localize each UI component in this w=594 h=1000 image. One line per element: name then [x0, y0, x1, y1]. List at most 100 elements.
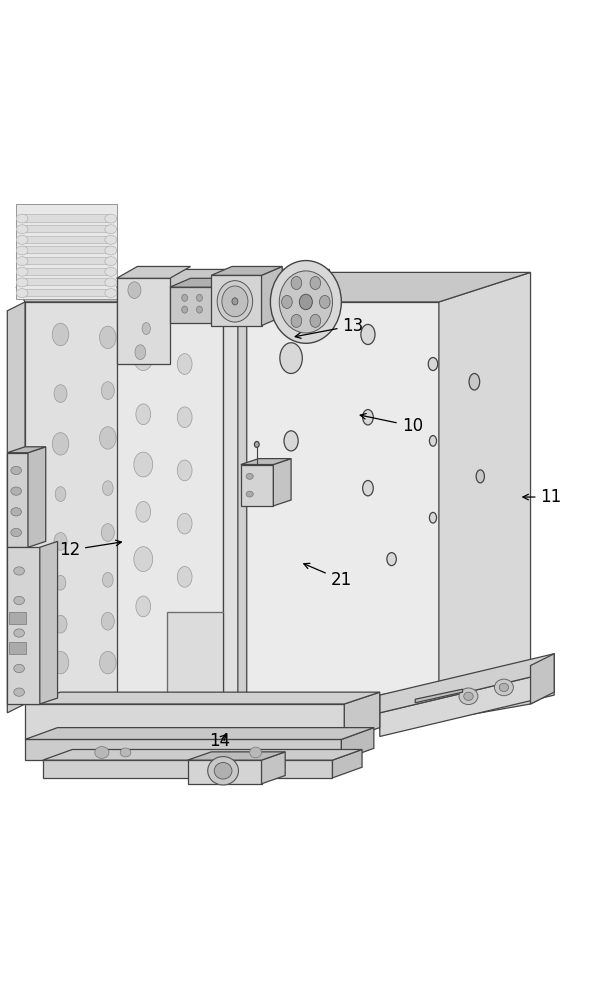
- Polygon shape: [43, 749, 362, 760]
- Ellipse shape: [429, 436, 437, 446]
- Ellipse shape: [232, 298, 238, 305]
- Polygon shape: [16, 287, 211, 302]
- Polygon shape: [9, 642, 26, 654]
- Polygon shape: [25, 704, 345, 739]
- Ellipse shape: [95, 747, 109, 758]
- Ellipse shape: [147, 493, 157, 507]
- Ellipse shape: [102, 612, 114, 630]
- Ellipse shape: [182, 306, 188, 313]
- Ellipse shape: [428, 358, 438, 371]
- Ellipse shape: [142, 323, 150, 334]
- Polygon shape: [116, 266, 191, 278]
- Polygon shape: [380, 654, 554, 713]
- Ellipse shape: [134, 547, 153, 572]
- Polygon shape: [7, 453, 28, 547]
- Ellipse shape: [105, 235, 116, 244]
- Ellipse shape: [282, 295, 292, 308]
- Ellipse shape: [16, 214, 28, 223]
- Ellipse shape: [105, 267, 116, 276]
- Ellipse shape: [14, 629, 24, 637]
- Text: 14: 14: [210, 732, 230, 750]
- Polygon shape: [342, 728, 374, 760]
- Ellipse shape: [14, 688, 24, 696]
- Polygon shape: [188, 752, 285, 760]
- Text: 13: 13: [295, 317, 364, 338]
- Polygon shape: [22, 289, 110, 296]
- Ellipse shape: [459, 688, 478, 705]
- Ellipse shape: [16, 257, 28, 266]
- Ellipse shape: [52, 433, 69, 455]
- Ellipse shape: [476, 470, 485, 483]
- Ellipse shape: [214, 763, 232, 779]
- Ellipse shape: [197, 294, 203, 301]
- Ellipse shape: [208, 757, 238, 785]
- Polygon shape: [273, 459, 291, 506]
- Ellipse shape: [54, 533, 67, 550]
- Ellipse shape: [146, 624, 159, 642]
- Ellipse shape: [11, 466, 21, 475]
- Ellipse shape: [11, 528, 21, 537]
- Polygon shape: [211, 272, 530, 302]
- Polygon shape: [116, 269, 330, 287]
- Ellipse shape: [144, 660, 160, 683]
- Ellipse shape: [134, 452, 153, 477]
- Ellipse shape: [14, 664, 24, 673]
- Ellipse shape: [144, 347, 160, 369]
- Ellipse shape: [177, 407, 192, 428]
- Ellipse shape: [177, 567, 192, 587]
- Ellipse shape: [249, 747, 261, 758]
- Polygon shape: [22, 257, 110, 264]
- Polygon shape: [261, 266, 282, 326]
- Ellipse shape: [54, 385, 67, 402]
- Ellipse shape: [103, 572, 113, 587]
- Ellipse shape: [14, 567, 24, 575]
- Polygon shape: [439, 272, 530, 704]
- Polygon shape: [333, 749, 362, 778]
- Ellipse shape: [182, 540, 193, 555]
- Text: 21: 21: [304, 563, 352, 589]
- Ellipse shape: [16, 246, 28, 255]
- Ellipse shape: [16, 235, 28, 244]
- Ellipse shape: [16, 278, 28, 287]
- Polygon shape: [380, 666, 530, 704]
- Polygon shape: [16, 204, 116, 299]
- Ellipse shape: [136, 596, 151, 617]
- Polygon shape: [7, 447, 46, 453]
- Ellipse shape: [499, 683, 508, 692]
- Polygon shape: [345, 692, 380, 739]
- Polygon shape: [22, 268, 110, 275]
- Ellipse shape: [146, 535, 159, 553]
- Ellipse shape: [284, 431, 298, 451]
- Ellipse shape: [135, 345, 146, 360]
- Polygon shape: [116, 287, 297, 317]
- Ellipse shape: [310, 276, 321, 289]
- Polygon shape: [43, 760, 333, 778]
- Ellipse shape: [105, 257, 116, 266]
- Polygon shape: [25, 728, 374, 739]
- Ellipse shape: [102, 524, 114, 541]
- Ellipse shape: [136, 404, 151, 425]
- Ellipse shape: [291, 276, 302, 289]
- Ellipse shape: [144, 444, 160, 467]
- Ellipse shape: [270, 261, 342, 343]
- Ellipse shape: [105, 278, 116, 287]
- Polygon shape: [25, 302, 211, 704]
- Polygon shape: [211, 275, 261, 326]
- Polygon shape: [238, 302, 247, 704]
- Ellipse shape: [320, 295, 330, 308]
- Ellipse shape: [100, 326, 116, 349]
- Ellipse shape: [100, 427, 116, 449]
- Polygon shape: [7, 547, 40, 704]
- Ellipse shape: [55, 487, 66, 501]
- Ellipse shape: [105, 214, 116, 223]
- Ellipse shape: [362, 480, 373, 496]
- Polygon shape: [380, 674, 530, 731]
- Polygon shape: [223, 305, 238, 704]
- Ellipse shape: [182, 422, 193, 436]
- Ellipse shape: [177, 460, 192, 481]
- Polygon shape: [241, 465, 273, 506]
- Polygon shape: [211, 266, 282, 275]
- Ellipse shape: [246, 473, 253, 479]
- Polygon shape: [188, 760, 261, 784]
- Polygon shape: [167, 612, 223, 704]
